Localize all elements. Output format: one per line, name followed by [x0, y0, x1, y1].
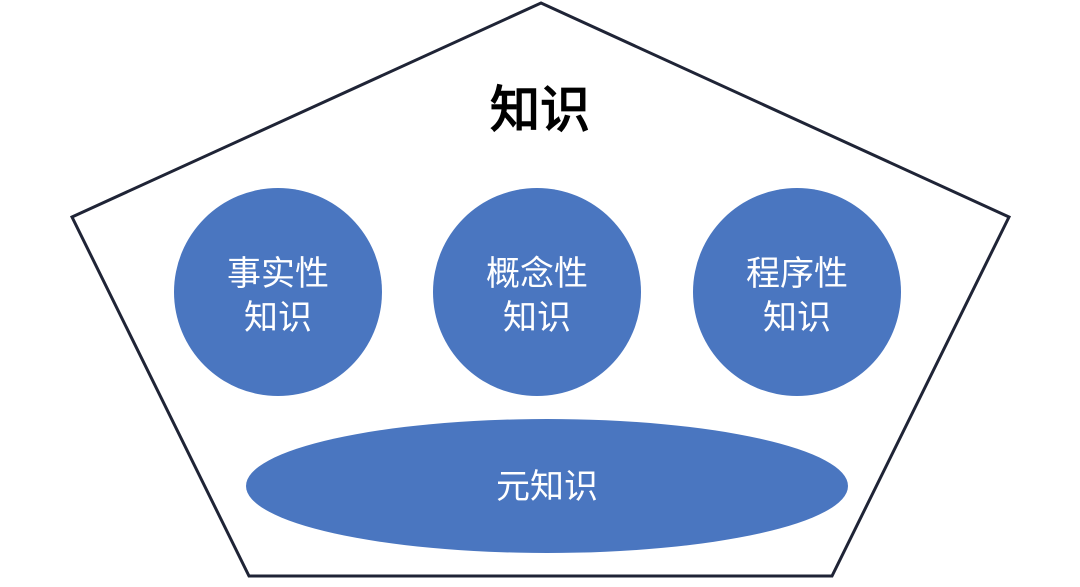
conceptual-knowledge-label-line1: 概念性	[486, 254, 588, 294]
factual-knowledge-label-line2: 知识	[244, 298, 312, 338]
category-node-procedural: 程序性 知识	[693, 188, 901, 396]
category-node-conceptual: 概念性 知识	[433, 188, 641, 396]
conceptual-knowledge-circle	[433, 188, 641, 396]
procedural-knowledge-label-line1: 程序性	[746, 254, 848, 294]
procedural-knowledge-label-line2: 知识	[763, 298, 831, 338]
conceptual-knowledge-label-line2: 知识	[503, 298, 571, 338]
factual-knowledge-label-line1: 事实性	[227, 254, 329, 294]
procedural-knowledge-circle	[693, 188, 901, 396]
category-node-factual: 事实性 知识	[174, 188, 382, 396]
metacognitive-knowledge-node: 元知识	[246, 419, 848, 553]
metacognitive-knowledge-ellipse	[246, 419, 848, 553]
diagram-title: 知识	[490, 81, 590, 139]
metacognitive-knowledge-label: 元知识	[496, 467, 598, 507]
factual-knowledge-circle	[174, 188, 382, 396]
